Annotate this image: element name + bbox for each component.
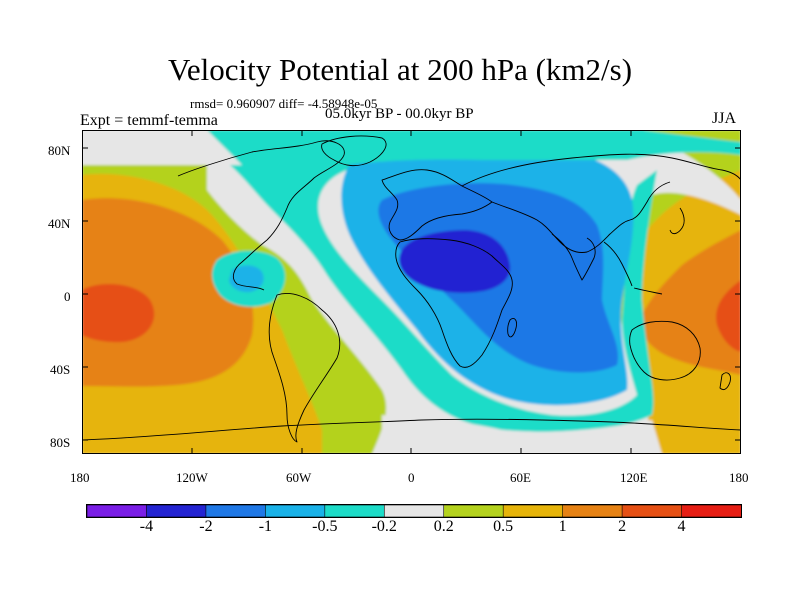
india-coast (551, 233, 596, 281)
west-pacific-darkorange-region (640, 230, 741, 375)
madagascar-coast (507, 317, 517, 338)
legend-box (383, 505, 445, 517)
lon-label-0: 0 (408, 470, 415, 485)
legend-label: 4 (677, 518, 686, 535)
legend-box (681, 505, 741, 517)
legend-box (621, 505, 683, 517)
experiment-label: Expt = temmf-temma (80, 112, 218, 129)
season-label: JJA (712, 110, 737, 127)
legend-label: -2 (199, 518, 213, 535)
greenland-coast (321, 135, 387, 167)
chart-title: Velocity Potential at 200 hPa (km2/s) (167, 52, 633, 87)
arctic-grey-region (82, 130, 242, 165)
lat-label-80s: 80S (50, 435, 71, 450)
cyan-region (207, 130, 657, 432)
caribbean-lightblue-cell (229, 265, 264, 293)
lon-label-120w: 120W (176, 470, 208, 485)
legend-box (443, 505, 504, 517)
legend-label: 2 (618, 518, 627, 535)
lon-label-60e: 60E (510, 470, 531, 485)
lat-label-40s: 40S (50, 362, 71, 377)
south-america-coast (268, 293, 341, 443)
stats-text: rmsd= 0.960907 diff= -4.58948e-05 (190, 96, 378, 111)
africa-coast (395, 238, 513, 368)
legend-label: -0.5 (312, 518, 338, 535)
map-ticks (82, 130, 741, 454)
legend-label: 1 (558, 518, 567, 535)
southern-grey-region (382, 415, 662, 454)
pacific-west-red-region (82, 284, 155, 343)
legend-box (265, 505, 326, 517)
lon-label-180w: 180 (70, 470, 90, 485)
arctic-cyan-region (342, 130, 741, 165)
legend-label: 0.5 (493, 518, 514, 535)
lon-label-60w: 60W (286, 470, 312, 485)
legend-box (146, 505, 207, 517)
legend-box (324, 505, 386, 517)
new-zealand-coast (719, 372, 731, 391)
lon-label-120e: 120E (620, 470, 648, 485)
coastlines (82, 135, 741, 443)
period-label: 05.0kyr BP - 00.0kyr BP (325, 106, 474, 122)
australia-coast (629, 320, 701, 381)
legend-box (205, 505, 267, 517)
asia-coast (461, 153, 741, 253)
antarctica-coast (82, 418, 741, 441)
legend-box (502, 505, 564, 517)
west-pacific-red-region (716, 280, 741, 352)
lat-label-0: 0 (64, 289, 71, 304)
legend-box (562, 505, 623, 517)
lon-label-180e: 180 (729, 470, 749, 485)
lat-label-80n: 80N (48, 143, 71, 158)
europe-coast (381, 169, 493, 241)
japan-coast (669, 207, 685, 235)
north-america-coast (177, 140, 345, 291)
deepblue-region (399, 230, 511, 293)
legend-label: 0.2 (433, 518, 454, 535)
contour-map (82, 130, 741, 454)
legend-label: -0.2 (371, 518, 397, 535)
legend-label: -4 (139, 518, 154, 535)
color-legend (86, 504, 742, 518)
southeast-asia-coast (603, 241, 663, 295)
lat-label-40n: 40N (48, 216, 71, 231)
legend-box (87, 505, 148, 517)
legend-label: -1 (258, 518, 273, 535)
